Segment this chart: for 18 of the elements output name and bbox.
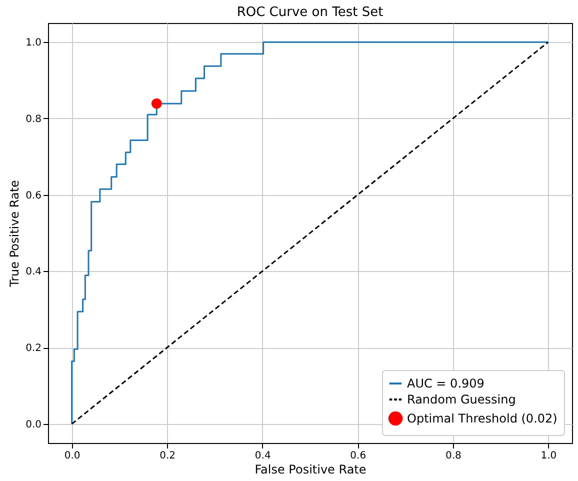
y-tick-label: 0.0 bbox=[26, 419, 42, 430]
x-tick-label: 1.0 bbox=[540, 450, 557, 462]
y-tick-label: 0.8 bbox=[26, 114, 42, 125]
chart-title: ROC Curve on Test Set bbox=[236, 5, 384, 20]
y-tick-label: 0.2 bbox=[26, 343, 42, 354]
x-axis-title: False Positive Rate bbox=[254, 462, 366, 476]
legend-label: Optimal Threshold (0.02) bbox=[407, 412, 558, 426]
y-tick-label: 1.0 bbox=[26, 38, 42, 49]
x-tick-label: 0.0 bbox=[64, 450, 80, 462]
x-tick-label: 0.4 bbox=[254, 450, 271, 462]
legend-label: Random Guessing bbox=[407, 392, 516, 406]
x-tick-label: 0.6 bbox=[350, 450, 366, 462]
x-tick-label: 0.8 bbox=[445, 450, 462, 462]
legend-label: AUC = 0.909 bbox=[407, 376, 484, 390]
y-tick-label: 0.4 bbox=[26, 266, 42, 278]
y-axis-title: True Positive Rate bbox=[8, 180, 22, 288]
x-tick-label: 0.2 bbox=[160, 450, 176, 462]
y-tick-label: 0.6 bbox=[26, 190, 42, 202]
